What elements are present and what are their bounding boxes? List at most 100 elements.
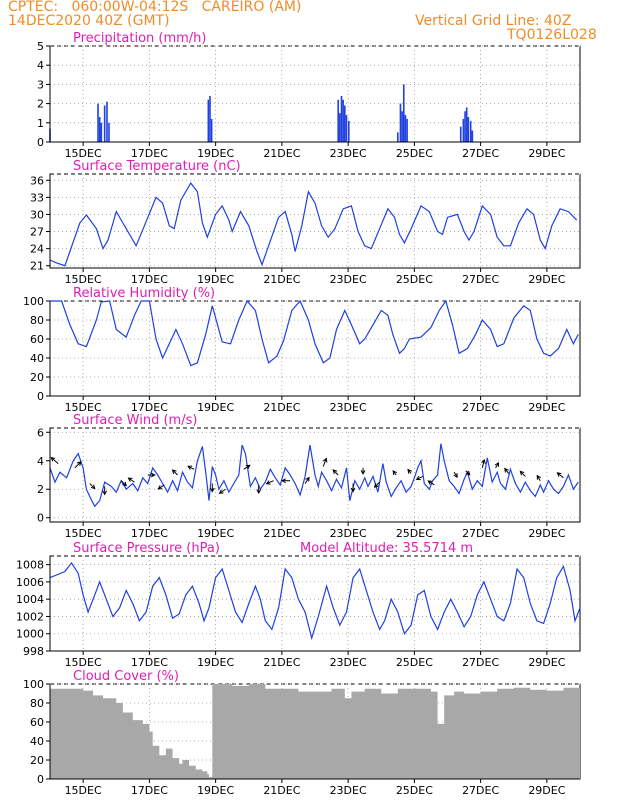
wind-arrow-head xyxy=(392,470,398,476)
wind-arrow xyxy=(128,477,135,483)
wind-arrow-head xyxy=(90,484,96,490)
series-line xyxy=(49,561,581,641)
precip-bar xyxy=(339,113,341,142)
y-tick-label: 0 xyxy=(37,773,44,786)
precip-bar xyxy=(207,99,210,142)
precip-bar xyxy=(467,117,470,142)
x-date-label: 19DEC xyxy=(197,656,234,669)
precip-bar xyxy=(103,105,106,142)
y-tick-label: 5 xyxy=(37,40,44,53)
precip-bar xyxy=(404,115,407,142)
x-date-label: 17DEC xyxy=(131,784,168,797)
panel-frame xyxy=(49,300,581,397)
wind-arrow-head xyxy=(494,461,500,467)
y-tick-label: 4 xyxy=(37,59,44,72)
panel-title: Cloud Cover (%) xyxy=(73,669,179,684)
wind-arrow-head xyxy=(465,470,471,476)
y-tick-label: 0 xyxy=(37,390,44,403)
precip-bar xyxy=(340,95,343,142)
y-tick-label: 20 xyxy=(30,371,44,384)
cloud-cover-area xyxy=(50,684,580,779)
wind-arrow-head xyxy=(102,490,108,496)
x-date-label: 19DEC xyxy=(197,527,234,540)
precip-bar xyxy=(459,126,462,142)
precip-bar xyxy=(401,111,403,142)
wind-arrow-head xyxy=(171,469,177,474)
wind-arrow xyxy=(172,469,178,476)
y-tick-label: 80 xyxy=(30,314,44,327)
panel-frame xyxy=(49,45,581,143)
x-date-label: 17DEC xyxy=(131,401,168,414)
wind-arrow-head xyxy=(265,480,271,485)
x-date-label: 29DEC xyxy=(528,273,565,286)
wind-arrow-head xyxy=(76,461,82,466)
precip-bar xyxy=(106,101,108,142)
wind-arrow-head xyxy=(519,470,525,476)
series-line xyxy=(49,443,579,508)
precip-bar xyxy=(345,115,348,142)
wind-arrow xyxy=(187,465,195,470)
x-date-label: 25DEC xyxy=(396,784,433,797)
x-date-label: 21DEC xyxy=(263,401,300,414)
y-tick-label: 80 xyxy=(30,697,44,710)
wind-arrow-head xyxy=(504,467,509,473)
y-tick-label: 1000 xyxy=(16,628,44,641)
x-date-label: 27DEC xyxy=(462,656,499,669)
y-tick-label: 36 xyxy=(30,174,44,187)
wind-arrow-head xyxy=(536,474,541,480)
y-tick-label: 24 xyxy=(30,243,44,256)
series-line xyxy=(50,299,579,367)
y-tick-label: 1008 xyxy=(16,559,44,572)
wind-arrow xyxy=(519,471,526,477)
y-tick-label: 100 xyxy=(23,295,44,308)
precip-bar xyxy=(399,103,402,142)
wind-arrow xyxy=(74,461,82,469)
x-date-label: 29DEC xyxy=(528,784,565,797)
x-date-label: 19DEC xyxy=(197,784,234,797)
model-altitude-label: Model Altitude: 35.5714 m xyxy=(300,541,473,556)
wind-arrow-head xyxy=(150,472,156,478)
y-tick-label: 1004 xyxy=(16,593,44,606)
wind-arrow-head xyxy=(218,489,224,494)
y-tick-label: 0 xyxy=(37,136,44,149)
x-date-label: 21DEC xyxy=(263,147,300,160)
wind-arrow xyxy=(89,483,96,489)
header-station: CPTEC: 060:00W-04:12S CAREIRO (AM) xyxy=(8,0,302,15)
precip-bar xyxy=(464,111,466,142)
precip-bar xyxy=(347,120,350,142)
x-date-label: 19DEC xyxy=(197,147,234,160)
wind-arrow-head xyxy=(256,489,262,495)
x-date-label: 19DEC xyxy=(197,273,234,286)
x-date-label: 27DEC xyxy=(462,273,499,286)
precip-bar xyxy=(402,84,405,142)
wind-arrow-head xyxy=(415,475,421,481)
y-tick-label: 40 xyxy=(30,735,44,748)
panel-title: Surface Wind (m/s) xyxy=(73,413,197,428)
wind-arrow-head xyxy=(407,468,412,474)
y-tick-label: 998 xyxy=(23,645,44,658)
x-date-label: 29DEC xyxy=(528,401,565,414)
x-date-label: 25DEC xyxy=(396,527,433,540)
precip-bar xyxy=(108,122,110,142)
panel-title: Surface Pressure (hPa) xyxy=(73,541,220,556)
x-date-label: 21DEC xyxy=(263,527,300,540)
wind-arrow-head xyxy=(350,487,356,493)
y-tick-label: 2 xyxy=(37,98,44,111)
panel-frame xyxy=(49,555,581,652)
wind-arrow-head xyxy=(322,457,328,463)
x-date-label: 19DEC xyxy=(197,401,234,414)
x-date-label: 25DEC xyxy=(396,656,433,669)
x-date-label: 15DEC xyxy=(65,527,102,540)
wind-arrow xyxy=(427,480,435,486)
x-date-label: 23DEC xyxy=(330,527,367,540)
precip-bar xyxy=(344,105,346,142)
wind-arrow-head xyxy=(122,481,127,487)
x-date-label: 29DEC xyxy=(528,147,565,160)
x-date-label: 27DEC xyxy=(462,147,499,160)
panel-title: Relative Humidity (%) xyxy=(73,286,215,301)
x-date-label: 23DEC xyxy=(330,147,367,160)
x-date-label: 23DEC xyxy=(330,656,367,669)
precip-bar xyxy=(471,130,474,142)
wind-arrow xyxy=(504,468,510,474)
